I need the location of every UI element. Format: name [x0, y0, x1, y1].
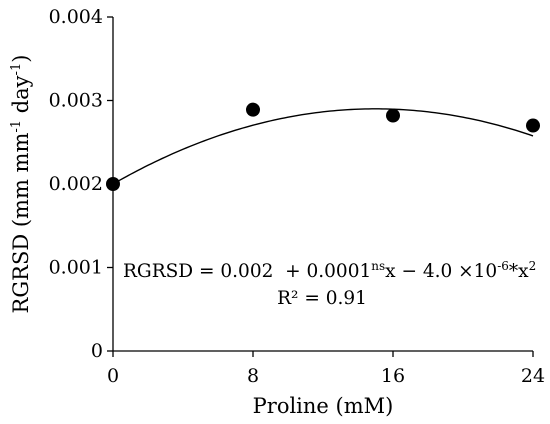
x-tick-label: 0 — [107, 365, 119, 387]
fit-r2: R² = 0.91 — [277, 288, 367, 309]
x-tick-label: 8 — [247, 365, 259, 387]
x-axis-label: Proline (mM) — [253, 394, 394, 418]
y-tick-label: 0 — [91, 340, 103, 362]
x-tick-label: 16 — [381, 365, 405, 387]
y-ticks: 0 0.001 0.002 0.003 0.004 — [49, 6, 113, 362]
y-axis-label: RGRSD (mm mm-1 day-1) — [9, 55, 33, 314]
data-point — [386, 108, 400, 123]
data-point — [526, 118, 540, 133]
data-point — [246, 102, 260, 117]
fit-curve — [112, 108, 534, 185]
fit-equation: RGRSD = 0.002 + 0.0001nsx − 4.0 ×10-6*x2 — [123, 259, 536, 282]
data-point — [106, 177, 120, 191]
x-tick-label: 24 — [521, 365, 545, 387]
y-tick-label: 0.001 — [49, 257, 103, 279]
y-tick-label: 0.002 — [49, 173, 103, 195]
y-tick-label: 0.003 — [49, 90, 103, 112]
data-points — [106, 102, 540, 191]
y-tick-label: 0.004 — [49, 6, 103, 28]
x-ticks: 0 8 16 24 — [107, 351, 545, 387]
